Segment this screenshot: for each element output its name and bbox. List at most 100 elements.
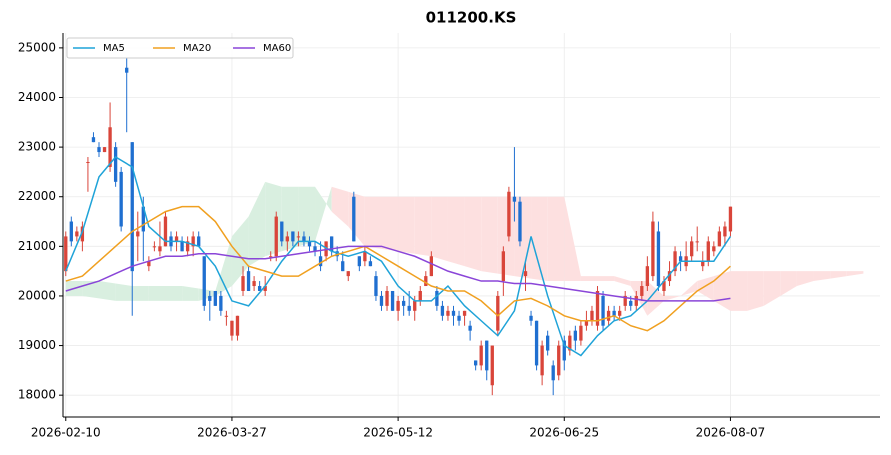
candle-body	[529, 315, 533, 321]
candle-body	[191, 236, 195, 247]
candle-body	[108, 127, 112, 167]
candle-body	[335, 251, 339, 257]
candle-body	[257, 286, 262, 291]
candle-body	[291, 231, 295, 242]
candle-body	[363, 251, 367, 262]
candle-body	[224, 315, 229, 317]
candle-body	[163, 216, 168, 247]
candle-body	[341, 261, 345, 272]
candle-body	[479, 345, 483, 366]
candle-body	[280, 221, 284, 242]
cloud-segment	[813, 271, 831, 282]
candle-body	[468, 325, 472, 331]
candle-body	[518, 201, 522, 242]
candle-body	[473, 360, 478, 366]
candle-body	[390, 290, 395, 311]
cloud-segment	[796, 271, 814, 287]
candle-body	[507, 191, 511, 237]
cloud-segment	[663, 295, 681, 301]
cloud-segment	[414, 196, 432, 257]
candle-body	[618, 310, 622, 316]
candle-body	[485, 340, 489, 371]
y-tick-label: 24000	[18, 90, 56, 104]
candle-body	[346, 271, 350, 277]
ma-lines	[65, 156, 732, 357]
cloud-segment	[780, 271, 797, 296]
candles	[64, 57, 733, 396]
cloud-segment	[182, 286, 199, 301]
candle-body	[695, 241, 699, 243]
cloud-segment	[381, 196, 399, 252]
candle-body	[296, 236, 301, 238]
candle-body	[75, 231, 79, 237]
candle-body	[440, 305, 445, 316]
ma-line	[65, 245, 731, 302]
candle-body	[241, 276, 245, 291]
candle-body	[136, 231, 140, 237]
candle-body	[690, 241, 694, 257]
candle-body	[557, 345, 561, 376]
cloud-segment	[364, 196, 382, 249]
candle-body	[202, 256, 206, 306]
candle-body	[368, 261, 373, 267]
candle-body	[113, 147, 118, 182]
candle-body	[269, 256, 273, 258]
cloud-segment	[747, 271, 764, 311]
cloud-segment	[497, 196, 515, 277]
cloud-segment	[99, 281, 116, 301]
cloud-segment	[265, 181, 282, 257]
cloud-segment	[846, 271, 864, 277]
cloud-segment	[680, 281, 698, 296]
candle-body	[523, 271, 528, 277]
cloud-segment	[531, 196, 548, 282]
legend-box	[66, 37, 294, 59]
candle-body	[318, 256, 323, 267]
candle-body	[717, 231, 722, 247]
candle-body	[69, 221, 73, 242]
candle-body	[606, 310, 611, 321]
candle-body	[512, 196, 517, 202]
candle-body	[678, 256, 683, 262]
candle-body	[601, 295, 605, 326]
candle-body	[385, 290, 389, 306]
candle-body	[230, 320, 234, 336]
candle-body	[185, 241, 190, 252]
cloud-segment	[298, 186, 316, 247]
candle-body	[656, 231, 661, 287]
candle-body	[80, 226, 85, 242]
candle-body	[595, 290, 600, 326]
chart-title: 011200.KS	[426, 9, 517, 27]
candle-body	[125, 67, 129, 73]
candle-body	[158, 246, 162, 252]
candle-body	[197, 236, 201, 247]
candle-body	[629, 300, 633, 306]
x-tick-label: 2026-05-12	[363, 426, 433, 440]
legend-label: MA20	[183, 43, 211, 54]
cloud-segment	[281, 186, 299, 252]
cloud-segment	[148, 286, 166, 301]
cloud-segment	[431, 196, 448, 262]
candle-body	[662, 281, 666, 291]
candle-body	[285, 236, 289, 242]
candle-body	[147, 261, 151, 267]
cloud-segment	[481, 196, 498, 274]
candle-body	[213, 290, 217, 306]
candle-body	[551, 365, 555, 381]
candle-body	[274, 216, 278, 257]
cloud-segment	[564, 196, 581, 282]
candle-body	[180, 241, 184, 252]
candle-body	[429, 256, 434, 277]
candle-body	[573, 330, 578, 341]
candle-body	[645, 266, 650, 287]
candle-body	[545, 335, 550, 351]
candle-body	[490, 345, 494, 386]
cloud-segment	[447, 196, 465, 267]
cloud-segment	[464, 196, 482, 272]
y-tick-label: 23000	[18, 140, 56, 154]
candle-body	[91, 137, 96, 143]
candle-body	[728, 206, 733, 232]
candle-body	[501, 251, 506, 282]
candle-body	[712, 246, 716, 252]
candle-body	[584, 320, 589, 326]
candle-body	[446, 310, 450, 316]
